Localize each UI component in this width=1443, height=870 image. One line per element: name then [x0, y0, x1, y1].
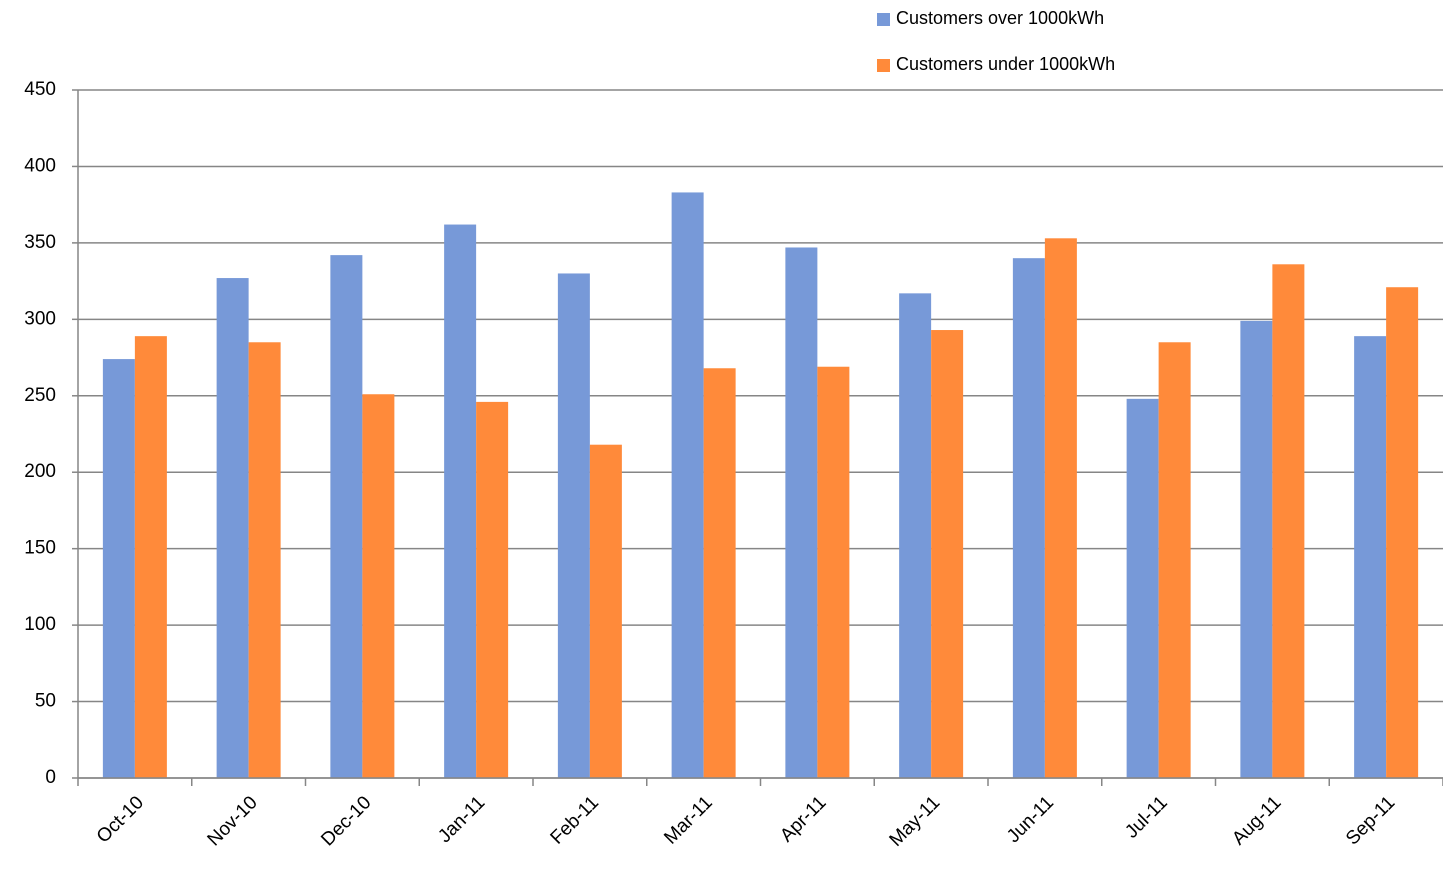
y-tick-label: 200 [24, 461, 56, 482]
bar [476, 401, 509, 778]
bar [1158, 342, 1191, 778]
y-tick-label: 450 [24, 79, 56, 100]
bar [671, 192, 704, 779]
bar [931, 330, 964, 778]
bar [703, 368, 736, 778]
bar [1386, 287, 1419, 778]
y-tick-label: 150 [24, 538, 56, 559]
x-tick-label: Nov-10 [204, 792, 262, 850]
bar [216, 278, 249, 778]
bar [589, 444, 622, 778]
bar [785, 247, 818, 778]
x-tick-label: Mar-11 [660, 792, 716, 848]
x-tick-label: May-11 [886, 792, 945, 851]
y-tick-label: 400 [24, 155, 56, 176]
bar [134, 336, 167, 778]
x-tick-label: Feb-11 [547, 792, 603, 848]
bar [1044, 238, 1077, 778]
bar [899, 293, 932, 778]
bar [817, 366, 850, 778]
bar [102, 359, 135, 778]
legend-swatch [877, 13, 890, 26]
bar [444, 224, 477, 778]
bar [362, 394, 395, 778]
x-tick-label: Jan-11 [434, 792, 489, 847]
bar [330, 255, 363, 778]
bar [1354, 336, 1387, 778]
y-tick-label: 350 [24, 232, 56, 253]
y-tick-label: 300 [24, 308, 56, 329]
x-tick-label: Apr-11 [776, 792, 830, 846]
bar [1272, 264, 1305, 778]
legend-label: Customers under 1000kWh [896, 54, 1115, 74]
bar [248, 342, 281, 778]
legend-swatch [877, 59, 890, 72]
x-tick-label: Jun-11 [1003, 792, 1058, 847]
bar [1240, 320, 1273, 778]
legend-label: Customers over 1000kWh [896, 8, 1104, 28]
y-tick-label: 250 [24, 385, 56, 406]
x-tick-label: Jul-11 [1121, 792, 1171, 842]
bar [557, 273, 590, 778]
y-tick-label: 100 [24, 614, 56, 635]
x-tick-label: Dec-10 [317, 792, 375, 850]
bar [1126, 398, 1159, 778]
x-tick-label: Aug-11 [1228, 792, 1285, 849]
y-tick-label: 50 [35, 691, 56, 712]
bar [1012, 258, 1045, 779]
x-tick-label: Oct-10 [93, 792, 148, 847]
y-tick-label: 0 [45, 767, 56, 788]
x-tick-label: Sep-11 [1342, 792, 1399, 849]
